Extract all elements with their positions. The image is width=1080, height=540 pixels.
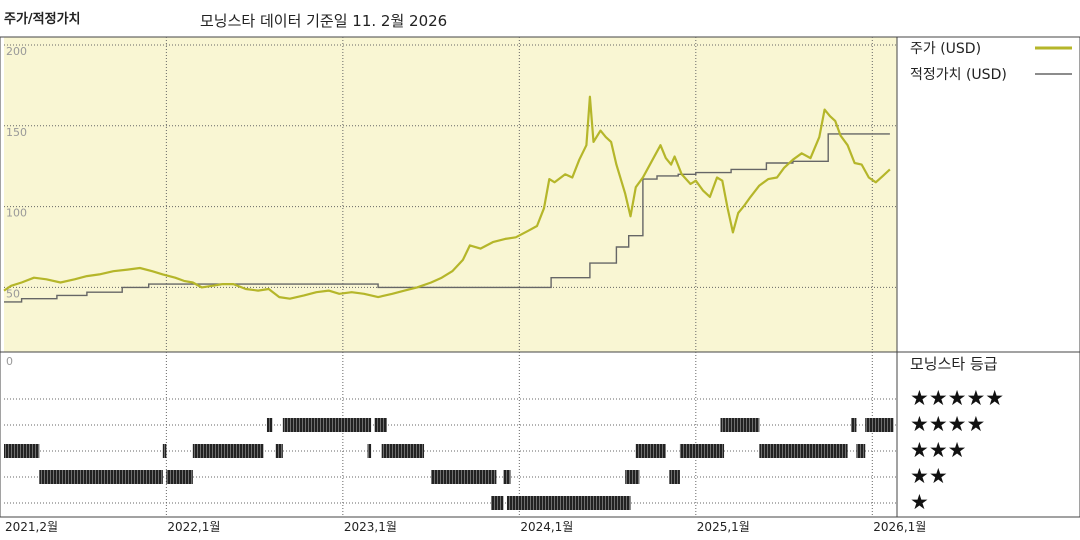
fair-value-line [4,133,890,303]
rating-stars-3: ★★★ [910,438,966,462]
rating-segment-texture [166,470,193,484]
rating-stars-2: ★★ [910,464,948,488]
rating-segment-texture [679,444,725,458]
x-tick-label: 2023,1월 [344,520,397,534]
y-tick-label: 200 [6,45,27,58]
rating-segment-texture [39,470,163,484]
chart-frame [0,36,1080,518]
y-tick-label: 100 [6,207,27,220]
x-tick-label: 2025,1월 [697,520,750,534]
chart-title: 주가/적정가치 [4,12,81,27]
y-zero-label: 0 [6,355,13,368]
rating-segment-texture [367,444,372,458]
rating-segment-texture [4,444,40,458]
rating-segment-texture [491,496,504,510]
rating-segment-texture [669,470,680,484]
rating-segment-texture [759,444,848,458]
x-tick-label: 2021,2월 [5,520,58,534]
y-tick-label: 50 [6,287,20,300]
rating-segment-texture [503,470,511,484]
rating-segment-texture [856,444,866,458]
rating-segment-texture [635,444,666,458]
rating-segment-texture [266,418,273,432]
rating-segment-texture [851,418,857,432]
rating-stars-5: ★★★★★ [910,386,1004,410]
rating-stars-1: ★ [910,490,929,514]
legend-rating-title: 모닝스타 등급 [910,355,998,373]
x-tick-label: 2024,1월 [520,520,573,534]
legend-fair-label: 적정가치 (USD) [910,67,1007,83]
rating-segment-texture [625,470,640,484]
rating-segment-texture [381,444,425,458]
x-tick-label: 2022,1월 [167,520,220,534]
rating-segment-texture [374,418,387,432]
legend-price-label: 주가 (USD) [910,41,981,57]
x-tick-label: 2026,1월 [873,520,926,534]
rating-segment-texture [506,496,631,510]
rating-segment-texture [431,470,497,484]
rating-segment-texture [865,418,894,432]
data-date-subtitle: 모닝스타 데이터 기준일 11. 2월 2026 [200,12,448,30]
rating-segment-texture [720,418,760,432]
rating-segment-texture [282,418,372,432]
price-panel-background [4,37,897,352]
rating-segment-texture [192,444,264,458]
price-line [3,95,891,300]
y-tick-label: 150 [6,126,27,139]
rating-segment-texture [275,444,283,458]
rating-stars-4: ★★★★ [910,412,985,436]
rating-segment-texture [162,444,167,458]
